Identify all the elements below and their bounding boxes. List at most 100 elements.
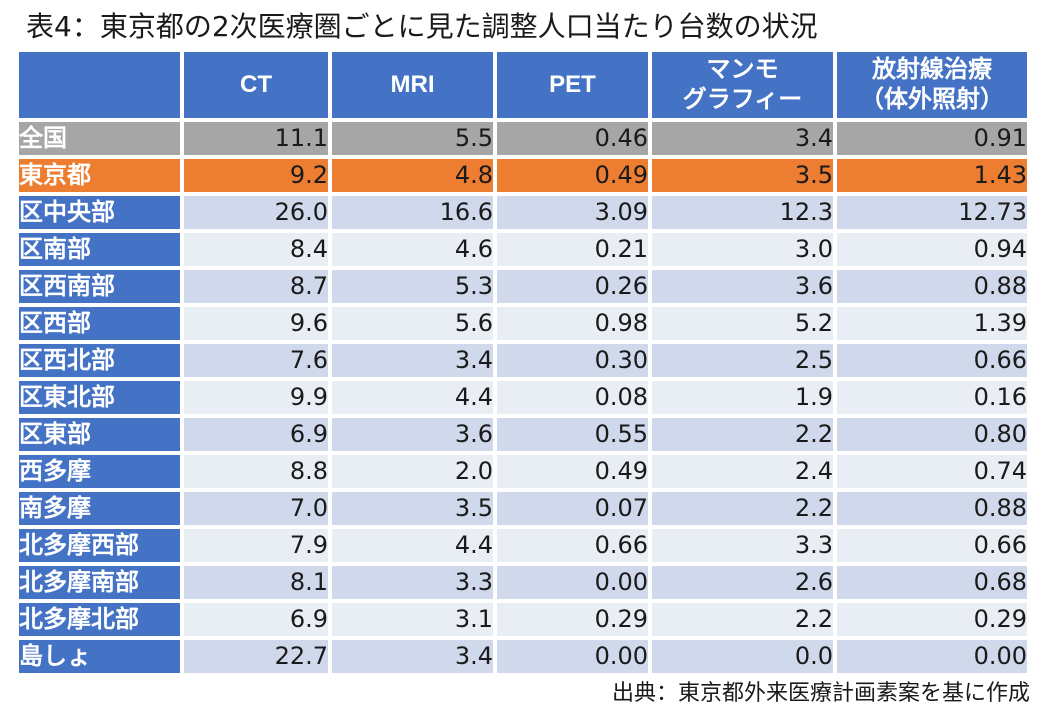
cell-radiotherapy: 1.43: [835, 157, 1029, 194]
cell-mammography: 2.4: [650, 453, 835, 490]
table-row: 区中央部 26.0 16.6 3.09 12.3 12.73: [17, 194, 1029, 231]
row-label: 区西部: [17, 305, 182, 342]
row-label: 全国: [17, 120, 182, 157]
cell-pet: 0.66: [495, 527, 650, 564]
cell-pet: 0.08: [495, 379, 650, 416]
table-row: 北多摩西部 7.9 4.4 0.66 3.3 0.66: [17, 527, 1029, 564]
cell-mri: 5.3: [330, 268, 495, 305]
cell-ct: 8.4: [182, 231, 330, 268]
cell-mammography: 2.2: [650, 490, 835, 527]
cell-mri: 3.4: [330, 342, 495, 379]
cell-mri: 5.6: [330, 305, 495, 342]
cell-mri: 4.8: [330, 157, 495, 194]
row-label: 東京都: [17, 157, 182, 194]
cell-mammography: 3.5: [650, 157, 835, 194]
cell-radiotherapy: 0.88: [835, 268, 1029, 305]
cell-radiotherapy: 0.94: [835, 231, 1029, 268]
cell-pet: 0.55: [495, 416, 650, 453]
cell-mammography: 2.5: [650, 342, 835, 379]
cell-mammography: 3.3: [650, 527, 835, 564]
table-row: 西多摩 8.8 2.0 0.49 2.4 0.74: [17, 453, 1029, 490]
cell-mammography: 3.4: [650, 120, 835, 157]
cell-mri: 3.3: [330, 564, 495, 601]
cell-ct: 26.0: [182, 194, 330, 231]
table-row: 区西南部 8.7 5.3 0.26 3.6 0.88: [17, 268, 1029, 305]
cell-ct: 8.7: [182, 268, 330, 305]
table-row-tokyo: 東京都 9.2 4.8 0.49 3.5 1.43: [17, 157, 1029, 194]
row-label: 区東北部: [17, 379, 182, 416]
cell-radiotherapy: 0.16: [835, 379, 1029, 416]
col-header-pet: PET: [495, 50, 650, 120]
row-label: 北多摩北部: [17, 601, 182, 638]
cell-mri: 5.5: [330, 120, 495, 157]
table-row: 区東部 6.9 3.6 0.55 2.2 0.80: [17, 416, 1029, 453]
cell-pet: 0.07: [495, 490, 650, 527]
cell-mammography: 12.3: [650, 194, 835, 231]
cell-pet: 0.26: [495, 268, 650, 305]
row-label: 北多摩南部: [17, 564, 182, 601]
corner-cell: [17, 50, 182, 120]
cell-pet: 0.30: [495, 342, 650, 379]
cell-pet: 0.29: [495, 601, 650, 638]
cell-ct: 7.9: [182, 527, 330, 564]
col-header-ct: CT: [182, 50, 330, 120]
table-row: 区東北部 9.9 4.4 0.08 1.9 0.16: [17, 379, 1029, 416]
cell-radiotherapy: 0.88: [835, 490, 1029, 527]
cell-radiotherapy: 0.29: [835, 601, 1029, 638]
cell-mammography: 0.0: [650, 638, 835, 675]
cell-mri: 3.6: [330, 416, 495, 453]
cell-pet: 3.09: [495, 194, 650, 231]
cell-ct: 9.2: [182, 157, 330, 194]
col-header-mri: MRI: [330, 50, 495, 120]
table-row: 区西北部 7.6 3.4 0.30 2.5 0.66: [17, 342, 1029, 379]
table-row: 北多摩北部 6.9 3.1 0.29 2.2 0.29: [17, 601, 1029, 638]
cell-radiotherapy: 0.00: [835, 638, 1029, 675]
row-label: 区東部: [17, 416, 182, 453]
cell-ct: 9.9: [182, 379, 330, 416]
cell-ct: 7.0: [182, 490, 330, 527]
row-label: 区中央部: [17, 194, 182, 231]
table-row: 区南部 8.4 4.6 0.21 3.0 0.94: [17, 231, 1029, 268]
cell-radiotherapy: 0.74: [835, 453, 1029, 490]
cell-mri: 4.4: [330, 527, 495, 564]
cell-mri: 4.4: [330, 379, 495, 416]
cell-mammography: 3.6: [650, 268, 835, 305]
cell-mammography: 5.2: [650, 305, 835, 342]
cell-mri: 16.6: [330, 194, 495, 231]
cell-mri: 3.1: [330, 601, 495, 638]
cell-mri: 3.4: [330, 638, 495, 675]
cell-ct: 8.8: [182, 453, 330, 490]
row-label: 区西北部: [17, 342, 182, 379]
cell-pet: 0.49: [495, 157, 650, 194]
cell-radiotherapy: 0.66: [835, 527, 1029, 564]
cell-pet: 0.49: [495, 453, 650, 490]
row-label: 北多摩西部: [17, 527, 182, 564]
table-row: 北多摩南部 8.1 3.3 0.00 2.6 0.68: [17, 564, 1029, 601]
table-row-national: 全国 11.1 5.5 0.46 3.4 0.91: [17, 120, 1029, 157]
cell-pet: 0.21: [495, 231, 650, 268]
row-label: 南多摩: [17, 490, 182, 527]
col-header-radiotherapy: 放射線治療 （体外照射）: [835, 50, 1029, 120]
row-label: 区西南部: [17, 268, 182, 305]
equipment-table: CT MRI PET マンモ グラフィー 放射線治療 （体外照射） 全国 11.…: [17, 50, 1029, 675]
cell-mri: 2.0: [330, 453, 495, 490]
cell-ct: 11.1: [182, 120, 330, 157]
table-row: 南多摩 7.0 3.5 0.07 2.2 0.88: [17, 490, 1029, 527]
cell-mammography: 2.2: [650, 416, 835, 453]
cell-radiotherapy: 0.91: [835, 120, 1029, 157]
cell-ct: 8.1: [182, 564, 330, 601]
header-row: CT MRI PET マンモ グラフィー 放射線治療 （体外照射）: [17, 50, 1029, 120]
cell-mammography: 3.0: [650, 231, 835, 268]
cell-ct: 6.9: [182, 416, 330, 453]
cell-radiotherapy: 0.66: [835, 342, 1029, 379]
cell-pet: 0.00: [495, 564, 650, 601]
col-header-mammography: マンモ グラフィー: [650, 50, 835, 120]
cell-pet: 0.98: [495, 305, 650, 342]
cell-ct: 7.6: [182, 342, 330, 379]
cell-ct: 9.6: [182, 305, 330, 342]
cell-mammography: 2.6: [650, 564, 835, 601]
cell-ct: 6.9: [182, 601, 330, 638]
cell-mri: 4.6: [330, 231, 495, 268]
cell-mammography: 2.2: [650, 601, 835, 638]
cell-radiotherapy: 0.80: [835, 416, 1029, 453]
